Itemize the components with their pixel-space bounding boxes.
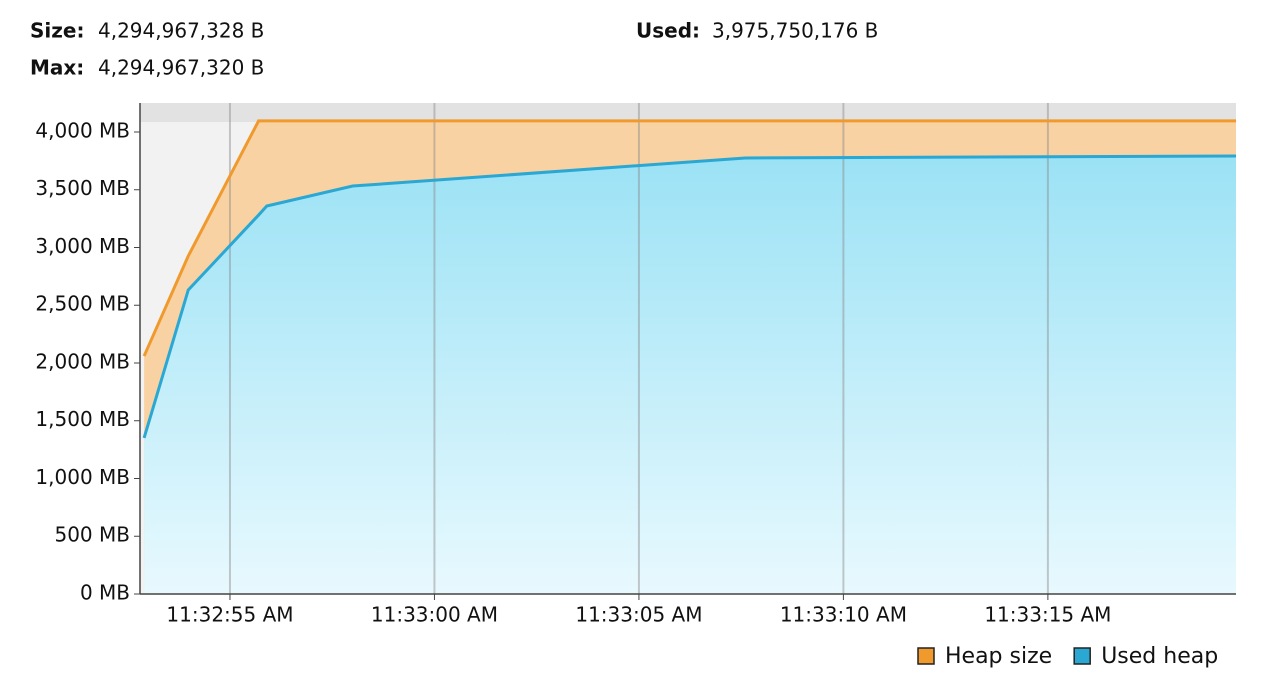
y-tick-label: 1,000 MB bbox=[35, 465, 130, 489]
legend-swatch bbox=[917, 647, 935, 665]
max-value: 4,294,967,320 B bbox=[98, 56, 264, 80]
y-tick-label: 0 MB bbox=[80, 581, 130, 605]
x-tick-label: 11:33:15 AM bbox=[984, 603, 1111, 627]
legend-label: Used heap bbox=[1101, 644, 1218, 669]
line bbox=[142, 119, 1236, 357]
area bbox=[144, 156, 1236, 595]
x-tick-label: 11:33:00 AM bbox=[371, 603, 498, 627]
x-tick-label: 11:33:05 AM bbox=[575, 603, 702, 627]
y-tick-label: 3,000 MB bbox=[35, 234, 130, 258]
max-label: Max: bbox=[30, 56, 84, 80]
y-tick-label: 2,000 MB bbox=[35, 349, 130, 373]
legend-label: Heap size bbox=[945, 644, 1052, 669]
used-label: Used: bbox=[636, 19, 700, 43]
line bbox=[142, 154, 1237, 439]
size-value: 4,294,967,328 B bbox=[98, 19, 264, 43]
used-value: 3,975,750,176 B bbox=[712, 19, 878, 43]
x-tick-label: 11:32:55 AM bbox=[166, 603, 293, 627]
plot-top-band bbox=[140, 103, 1236, 122]
y-tick-label: 4,000 MB bbox=[35, 118, 130, 142]
x-tick-label: 11:33:10 AM bbox=[780, 603, 907, 627]
size-label: Size: bbox=[30, 19, 84, 43]
y-tick-label: 2,500 MB bbox=[35, 292, 130, 316]
y-tick-label: 500 MB bbox=[54, 523, 130, 547]
legend-swatch bbox=[1073, 647, 1091, 665]
y-tick-label: 3,500 MB bbox=[35, 176, 130, 200]
y-tick-label: 1,500 MB bbox=[35, 407, 130, 431]
